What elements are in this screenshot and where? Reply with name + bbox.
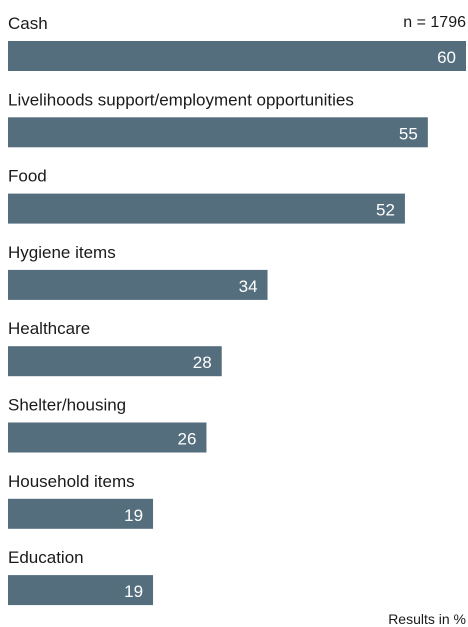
value-label: 60	[437, 48, 456, 67]
bar	[8, 193, 405, 224]
category-label: Food	[8, 167, 47, 186]
bar-group: Cash 60 Livelihoods support/employment opp…	[8, 14, 466, 606]
category-label: Education	[8, 548, 84, 567]
value-label: 19	[124, 582, 143, 601]
value-label: 28	[193, 353, 212, 372]
category-label: Household items	[8, 472, 135, 491]
value-label: 26	[178, 430, 197, 449]
category-label: Livelihoods support/employment opportuni…	[8, 90, 354, 109]
value-label: 19	[124, 506, 143, 525]
bar	[8, 269, 268, 300]
category-label: Cash	[8, 14, 48, 33]
results-note: Results in %	[388, 611, 466, 627]
category-label: Healthcare	[8, 319, 90, 338]
value-label: 52	[376, 201, 395, 220]
bar	[8, 422, 207, 453]
bar	[8, 117, 428, 148]
value-label: 55	[399, 124, 418, 143]
bar	[8, 41, 466, 71]
category-label: Hygiene items	[8, 243, 116, 262]
category-label: Shelter/housing	[8, 396, 126, 415]
value-label: 34	[239, 277, 258, 296]
bar	[8, 575, 154, 606]
sample-size-label: n = 1796	[403, 14, 466, 31]
bar	[8, 498, 154, 529]
bar	[8, 346, 222, 377]
